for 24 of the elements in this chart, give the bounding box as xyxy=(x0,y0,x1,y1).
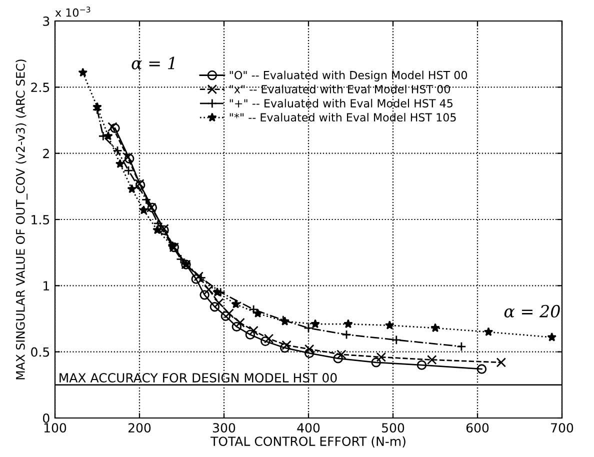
x-tick-label: 500 xyxy=(382,423,404,433)
x-tick-label: 100 xyxy=(44,423,66,433)
ref-line-label: MAX ACCURACY FOR DESIGN MODEL HST 00 xyxy=(60,373,337,382)
y-tick-label: 1 xyxy=(44,281,49,290)
x-tick-label: 400 xyxy=(297,423,320,433)
text: x 10$^{−3}$ xyxy=(55,6,90,17)
y-tick-label: 0.5 xyxy=(31,347,50,357)
annotation: α = 1 xyxy=(132,56,174,70)
y-tick-label: 0 xyxy=(43,413,50,423)
x-tick-label: 600 xyxy=(466,423,489,433)
legend-label: "*" -- Evaluated with Eval Model HST 105 xyxy=(230,112,456,122)
y-tick-label: 2 xyxy=(43,148,49,158)
x-tick-label: 200 xyxy=(128,423,151,433)
x-tick-label: 700 xyxy=(551,423,574,433)
y-axis-title: MAX SINGULAR VALUE OF OUT_COV (v2-v3) (ARC SEC) xyxy=(16,60,28,380)
x-axis-title: TOTAL CONTROL EFFORT (N-m) xyxy=(210,436,406,448)
y-tick-label: 3 xyxy=(43,16,50,26)
y-tick-label: 2.5 xyxy=(31,82,50,92)
legend-label: "O" -- Evaluated with Design Model HST 00 xyxy=(230,70,468,82)
legend-label: "+" -- Evaluated with Eval Model HST 45 xyxy=(230,98,452,108)
legend-label: "x" -- Evaluated with Eval Model HST 00 xyxy=(230,84,450,94)
y-tick-label: 1.5 xyxy=(32,215,50,224)
annotation: α = 20 xyxy=(504,304,560,318)
x-tick-label: 300 xyxy=(213,423,236,433)
